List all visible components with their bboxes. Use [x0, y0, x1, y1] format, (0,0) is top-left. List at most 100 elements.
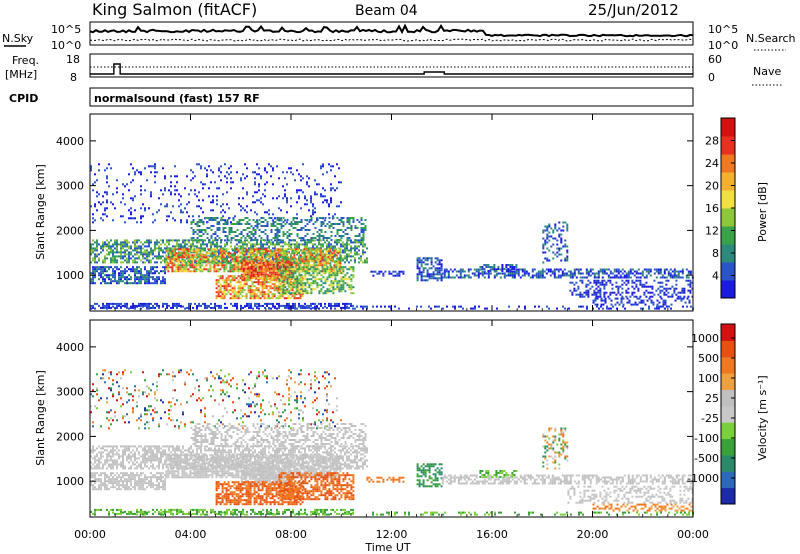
heatmap-cell: [224, 302, 226, 305]
heatmap-cell: [116, 305, 118, 308]
heatmap-cell: [246, 193, 248, 196]
heatmap-cell: [128, 274, 130, 277]
heatmap-cell: [354, 245, 356, 248]
heatmap-cell: [544, 251, 547, 254]
heatmap-cell: [301, 260, 304, 263]
heatmap-cell: [344, 307, 346, 310]
heatmap-cell: [360, 243, 362, 246]
heatmap-cell: [124, 305, 126, 308]
heatmap-cell: [106, 249, 108, 252]
heatmap-cell: [271, 293, 274, 296]
heatmap-cell: [654, 307, 656, 310]
heatmap-cell: [260, 217, 263, 219]
heatmap-cell: [269, 285, 272, 288]
heatmap-cell: [304, 197, 306, 200]
heatmap-cell: [286, 280, 289, 283]
heatmap-cell: [582, 305, 584, 308]
heatmap-cell: [94, 266, 96, 269]
heatmap-cell: [233, 279, 236, 282]
heatmap-cell: [296, 217, 298, 220]
heatmap-cell: [475, 270, 478, 273]
heatmap-cell: [286, 267, 289, 270]
heatmap-cell: [215, 252, 218, 255]
heatmap-cell: [297, 297, 300, 300]
heatmap-cell: [430, 261, 433, 264]
heatmap-cell: [270, 165, 272, 168]
heatmap-cell: [217, 281, 220, 284]
heatmap-cell: [205, 252, 208, 255]
heatmap-cell: [226, 306, 228, 309]
heatmap-cell: [186, 221, 188, 224]
heatmap-cell: [668, 305, 670, 308]
heatmap-cell: [214, 259, 216, 262]
heatmap-cell: [564, 245, 567, 248]
heatmap-cell: [276, 197, 278, 200]
heatmap-cell: [305, 258, 308, 261]
heatmap-cell: [156, 302, 158, 305]
heatmap-cell: [552, 231, 555, 234]
heatmap-cell: [166, 219, 168, 222]
heatmap-cell: [671, 276, 674, 279]
heatmap-cell: [136, 278, 138, 281]
heatmap-cell: [366, 247, 368, 250]
heatmap-cell: [611, 276, 614, 279]
heatmap-cell: [508, 305, 510, 308]
heatmap-cell: [225, 248, 228, 251]
heatmap-cell: [264, 253, 266, 256]
heatmap-cell: [546, 305, 548, 308]
heatmap-cell: [629, 276, 632, 279]
heatmap-cell: [296, 270, 299, 273]
heatmap-cell: [94, 259, 96, 262]
heatmap-cell: [305, 260, 308, 263]
heatmap-cell: [206, 217, 209, 219]
heatmap-cell: [261, 289, 264, 292]
heatmap-cell: [170, 175, 172, 178]
heatmap-cell: [120, 253, 122, 256]
heatmap-cell: [254, 191, 256, 194]
heatmap-cell: [152, 306, 154, 309]
heatmap-cell: [140, 173, 142, 176]
heatmap-cell: [90, 282, 92, 285]
heatmap-cell: [244, 247, 246, 250]
heatmap-cell: [593, 276, 596, 279]
heatmap-cell: [235, 277, 238, 280]
heatmap-cell: [641, 285, 644, 288]
heatmap-cell: [104, 257, 106, 260]
heatmap-cell: [100, 274, 102, 277]
heatmap-cell: [198, 304, 200, 307]
heatmap-cell: [587, 293, 590, 296]
heatmap-cell: [597, 270, 600, 273]
heatmap-cell: [128, 282, 130, 285]
heatmap-cell: [304, 284, 307, 287]
heatmap-cell: [177, 262, 180, 265]
heatmap-cell: [547, 270, 550, 273]
heatmap-cell: [231, 268, 234, 271]
heatmap-cell: [189, 258, 192, 261]
heatmap-cell: [340, 237, 343, 239]
heatmap-cell: [336, 243, 338, 246]
heatmap-cell: [301, 262, 304, 265]
heatmap-cell: [160, 249, 162, 252]
heatmap-cell: [192, 229, 195, 231]
heatmap-cell: [619, 293, 622, 296]
heatmap-cell: [165, 258, 168, 261]
heatmap-cell: [254, 302, 256, 305]
heatmap-cell: [106, 302, 108, 305]
heatmap-cell: [232, 217, 235, 219]
heatmap-cell: [685, 268, 688, 271]
heatmap-cell: [116, 306, 118, 309]
heatmap-cell: [200, 167, 202, 170]
heatmap-cell: [226, 219, 229, 221]
heatmap-cell: [245, 258, 248, 261]
heatmap-cell: [300, 282, 303, 285]
heatmap-cell: [112, 274, 114, 277]
heatmap-cell: [124, 239, 126, 242]
heatmap-cell: [249, 266, 252, 269]
heatmap-cell: [310, 266, 313, 269]
heatmap-cell: [251, 291, 254, 294]
heatmap-cell: [197, 256, 200, 259]
heatmap-cell: [167, 248, 170, 251]
heatmap-cell: [214, 181, 216, 184]
heatmap-cell: [194, 259, 196, 262]
heatmap-cell: [206, 261, 208, 264]
